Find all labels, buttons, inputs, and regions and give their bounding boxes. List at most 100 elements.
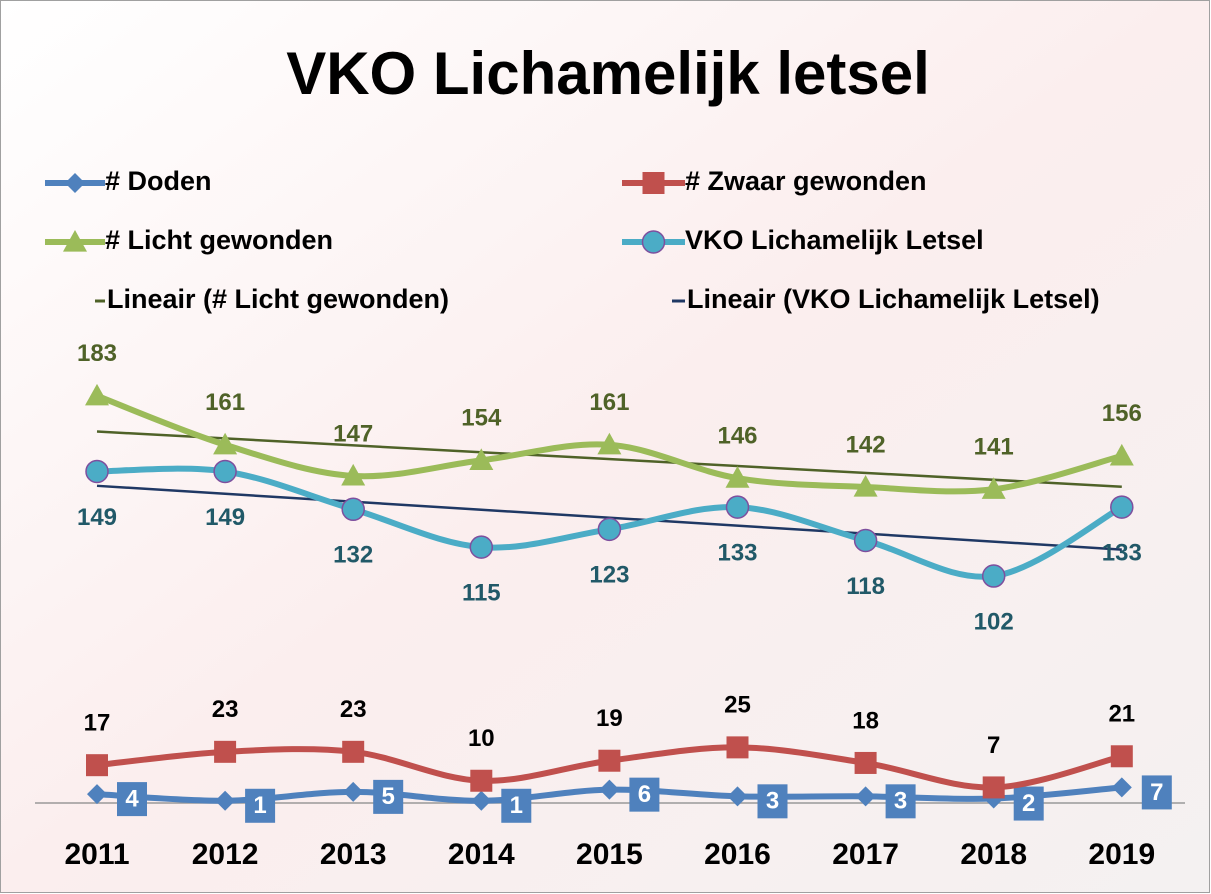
value-label-box	[1013, 786, 1044, 821]
value-label: 147	[333, 420, 373, 447]
value-label: 149	[205, 504, 245, 531]
point	[215, 790, 236, 811]
value-label: 19	[596, 705, 623, 732]
value-label: 1	[510, 792, 523, 819]
value-label-box	[501, 788, 532, 823]
value-label: 161	[205, 389, 245, 416]
point	[725, 466, 750, 488]
legend-label: # Zwaar gewonden	[685, 166, 927, 196]
value-label-box	[117, 782, 147, 817]
point	[1110, 745, 1133, 768]
value-label: 6	[638, 781, 651, 808]
value-label: 161	[589, 389, 629, 416]
point	[85, 383, 109, 406]
value-label: 23	[212, 696, 239, 723]
value-label: 7	[1150, 779, 1163, 806]
legend-marker	[641, 230, 666, 254]
value-label: 132	[333, 542, 373, 569]
legend-marker	[642, 172, 665, 194]
x-tick-label: 2017	[832, 838, 899, 871]
legend-label: # Licht gewonden	[105, 225, 333, 255]
point	[86, 754, 108, 777]
x-tick-label: 2019	[1088, 838, 1155, 871]
value-label: 10	[468, 725, 495, 752]
value-label: 133	[717, 539, 757, 566]
value-label: 141	[974, 434, 1014, 461]
point	[598, 749, 621, 772]
value-label-box	[885, 784, 916, 819]
value-label-box	[629, 777, 660, 812]
value-label: 17	[84, 710, 111, 737]
value-label-box	[245, 788, 276, 823]
x-tick-label: 2015	[576, 838, 643, 871]
value-label: 25	[724, 692, 751, 719]
point	[854, 751, 877, 774]
trendline	[96, 430, 1122, 488]
point	[981, 564, 1006, 588]
legend-marker	[63, 230, 87, 252]
point	[343, 781, 364, 802]
value-label: 118	[846, 573, 885, 600]
value-label: 2	[1022, 790, 1035, 817]
value-label-box	[373, 779, 404, 814]
legend-label: Lineair (VKO Lichamelijk Letsel)	[687, 284, 1100, 314]
point	[853, 475, 878, 497]
value-label: 149	[77, 504, 117, 531]
legend-label: Lineair (# Licht gewonden)	[107, 284, 449, 314]
point	[1111, 777, 1132, 798]
point	[87, 784, 107, 805]
chart-title: VKO Lichamelijk letsel	[286, 40, 930, 107]
point	[214, 740, 237, 763]
value-label: 183	[77, 340, 117, 367]
x-tick-label: 2018	[960, 838, 1027, 871]
value-label: 7	[987, 732, 1000, 759]
value-label-box	[757, 784, 788, 819]
point	[599, 779, 620, 800]
x-tick-label: 2011	[64, 838, 129, 871]
point	[597, 517, 622, 542]
value-label: 4	[125, 785, 139, 812]
point	[853, 528, 878, 553]
point	[726, 736, 749, 759]
legend-marker	[65, 173, 85, 193]
value-label: 5	[382, 783, 395, 810]
x-tick-label: 2013	[320, 838, 387, 871]
x-tick-label: 2012	[192, 838, 259, 871]
point	[341, 463, 366, 486]
value-label: 1	[253, 792, 266, 819]
value-label-box	[1141, 775, 1172, 810]
point	[213, 432, 238, 455]
point	[1109, 443, 1134, 466]
point	[855, 786, 876, 807]
value-label: 156	[1102, 400, 1142, 427]
value-label: 3	[894, 788, 907, 815]
point	[471, 790, 492, 811]
value-label: 154	[461, 405, 502, 432]
legend-label: VKO Lichamelijk Letsel	[685, 225, 984, 255]
value-label: 146	[717, 422, 757, 449]
value-label: 3	[766, 788, 779, 815]
point	[982, 776, 1005, 799]
value-label: 115	[462, 579, 501, 606]
point	[981, 477, 1006, 499]
point	[342, 740, 365, 763]
value-label: 133	[1102, 539, 1142, 566]
point	[213, 459, 237, 484]
value-label: 23	[340, 696, 367, 723]
x-tick-label: 2016	[704, 838, 771, 871]
value-label: 18	[852, 707, 879, 734]
legend-label: # Doden	[105, 166, 212, 196]
point	[1110, 495, 1134, 519]
point	[469, 535, 494, 559]
point	[727, 786, 748, 807]
value-label: 21	[1108, 701, 1135, 728]
point	[725, 495, 750, 519]
point	[597, 432, 622, 455]
point	[85, 459, 109, 484]
point	[470, 769, 493, 792]
point	[341, 497, 365, 522]
value-label: 123	[589, 562, 629, 589]
value-label: 142	[846, 431, 886, 458]
point	[469, 448, 494, 470]
